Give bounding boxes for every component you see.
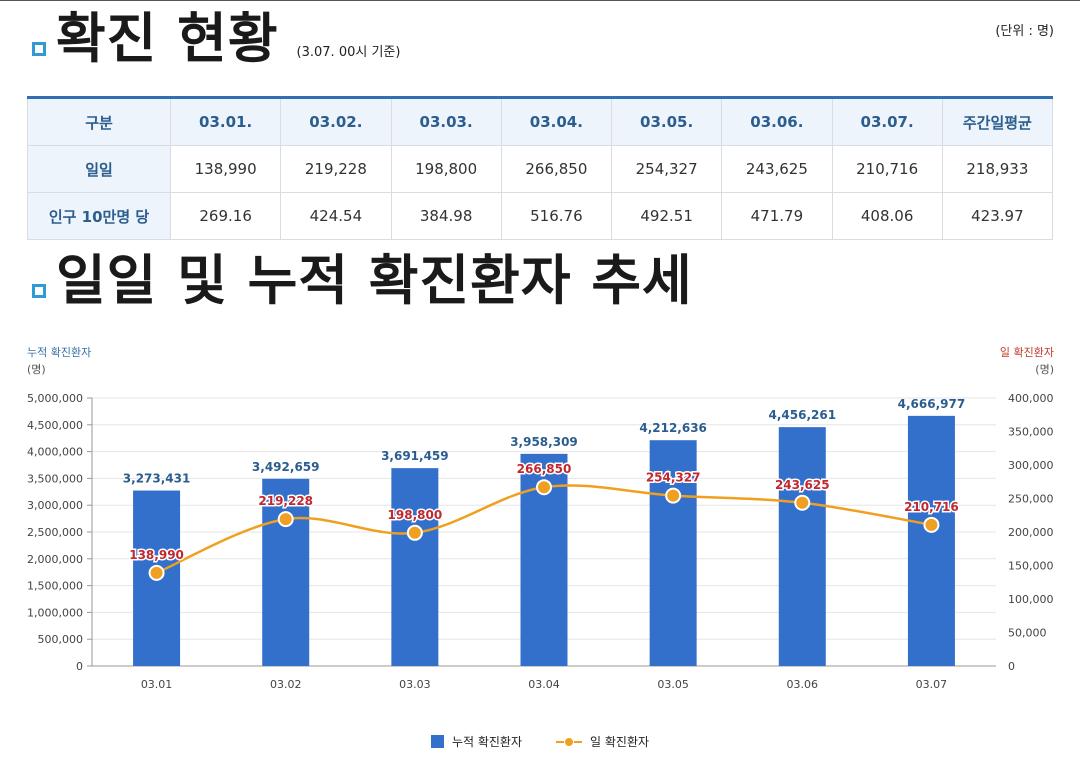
bar <box>391 468 439 666</box>
left-axis-tick-label: 3,500,000 <box>27 472 83 485</box>
table-cell: 384.98 <box>390 192 502 240</box>
left-axis-tick-label: 2,500,000 <box>27 526 83 539</box>
column-header: 03.04. <box>500 97 613 146</box>
x-axis-tick-label: 03.02 <box>270 678 302 691</box>
left-axis-tick-label: 4,000,000 <box>27 446 83 459</box>
right-axis-tick-label: 0 <box>1008 660 1015 673</box>
x-axis-tick-label: 03.01 <box>141 678 173 691</box>
line-value-label: 138,990 <box>129 548 184 562</box>
left-axis-tick-label: 3,000,000 <box>27 499 83 512</box>
left-axis-title: 누적 확진환자 <box>27 346 92 359</box>
right-axis-title: 일 확진환자 <box>999 346 1054 359</box>
left-axis-tick-label: 1,000,000 <box>27 606 83 619</box>
legend-item-line[interactable]: 일 확진환자 <box>556 733 649 750</box>
page-title: 확진 현황 <box>56 7 279 70</box>
bar-value-label: 4,212,636 <box>639 421 707 435</box>
left-axis-tick-label: 500,000 <box>38 633 84 646</box>
right-axis-tick-label: 350,000 <box>1008 426 1054 439</box>
line-value-label: 210,716 <box>904 500 959 514</box>
right-axis-tick-label: 250,000 <box>1008 493 1054 506</box>
bar-value-label: 3,958,309 <box>510 435 578 449</box>
line-point <box>923 516 940 533</box>
table-row: 인구 10만명 당 269.16 424.54 384.98 516.76 49… <box>27 192 1054 240</box>
table-cell: 243,625 <box>721 145 833 193</box>
line-point <box>536 479 552 496</box>
column-header: 03.02. <box>280 97 392 146</box>
bar-value-label: 4,666,977 <box>898 397 966 411</box>
right-axis-tick-label: 50,000 <box>1008 627 1047 640</box>
legend-label: 누적 확진환자 <box>451 735 523 749</box>
right-axis-tick-label: 100,000 <box>1008 593 1054 606</box>
square-bullet-icon <box>32 42 46 56</box>
table-cell: 492.51 <box>610 192 723 240</box>
x-axis-tick-label: 03.04 <box>528 678 560 691</box>
right-axis-tick-label: 200,000 <box>1008 526 1054 539</box>
left-axis-tick-label: 5,000,000 <box>27 392 83 405</box>
left-axis-tick-label: 1,500,000 <box>27 580 83 593</box>
bar <box>907 415 955 666</box>
table-cell: 408.06 <box>831 192 943 240</box>
chart-legend: 누적 확진환자 일 확진환자 <box>0 733 1080 750</box>
table-cell: 424.54 <box>280 192 392 240</box>
table-cell: 219,228 <box>280 145 392 193</box>
row-label: 인구 10만명 당 <box>27 192 171 240</box>
line-value-label: 198,800 <box>388 508 443 522</box>
line-point <box>665 487 682 504</box>
x-axis-tick-label: 03.07 <box>916 678 948 691</box>
right-axis-tick-label: 400,000 <box>1008 392 1054 405</box>
bar-value-label: 4,456,261 <box>768 408 836 422</box>
bar-value-label: 3,492,659 <box>252 460 320 474</box>
line-swatch-icon <box>556 736 583 748</box>
right-axis-unit: (명) <box>1035 363 1054 376</box>
left-axis-tick-label: 2,000,000 <box>27 553 83 566</box>
left-axis-tick-label: 0 <box>76 660 83 673</box>
status-table: 구분 03.01. 03.02. 03.03. 03.04. 03.05. 03… <box>27 96 1054 240</box>
table-cell: 210,716 <box>831 145 943 193</box>
line-value-label: 266,850 <box>517 462 572 476</box>
table-cell: 138,990 <box>169 145 282 193</box>
table-cell: 266,850 <box>500 145 613 193</box>
right-axis-tick-label: 300,000 <box>1008 459 1054 472</box>
status-section-title: 확진 현황 (3.07. 00시 기준) <box>32 12 400 66</box>
bar <box>778 427 826 666</box>
top-border <box>0 0 1080 1</box>
line-point <box>794 494 811 511</box>
table-cell: 198,800 <box>390 145 502 193</box>
legend-label: 일 확진환자 <box>590 735 650 749</box>
table-cell: 269.16 <box>169 192 282 240</box>
table-cell: 423.97 <box>941 192 1054 240</box>
left-axis-unit: (명) <box>27 363 46 376</box>
page-subtitle: (3.07. 00시 기준) <box>296 45 401 60</box>
table-row: 일일 138,990 219,228 198,800 266,850 254,3… <box>27 145 1054 193</box>
chart-section-title: 일일 및 누적 확진환자 추세 <box>32 254 693 308</box>
bar-value-label: 3,273,431 <box>123 472 191 486</box>
line-value-label: 243,625 <box>775 478 830 492</box>
column-header: 주간일평균 <box>941 97 1054 146</box>
line-point <box>406 524 423 541</box>
table-cell: 254,327 <box>610 145 723 193</box>
line-point <box>277 511 294 528</box>
column-header: 03.05. <box>610 97 723 146</box>
left-axis-tick-label: 4,500,000 <box>27 419 83 432</box>
legend-item-bar[interactable]: 누적 확진환자 <box>430 733 523 750</box>
right-axis-tick-label: 150,000 <box>1008 560 1054 573</box>
line-value-label: 219,228 <box>258 494 313 508</box>
x-axis-tick-label: 03.06 <box>787 678 819 691</box>
bar-swatch-icon <box>430 735 444 748</box>
bar <box>262 478 310 666</box>
line-point <box>148 564 165 581</box>
line-value-label: 254,327 <box>646 471 701 485</box>
x-axis-tick-label: 03.05 <box>657 678 689 691</box>
x-axis-tick-label: 03.03 <box>399 678 431 691</box>
chart-title: 일일 및 누적 확진환자 추세 <box>56 249 693 312</box>
bar <box>649 440 697 666</box>
column-header: 03.06. <box>721 97 833 146</box>
square-bullet-icon <box>32 284 46 298</box>
bar-value-label: 3,691,459 <box>381 449 449 463</box>
table-cell: 218,933 <box>941 145 1054 193</box>
unit-label: (단위 : 명) <box>995 24 1054 39</box>
